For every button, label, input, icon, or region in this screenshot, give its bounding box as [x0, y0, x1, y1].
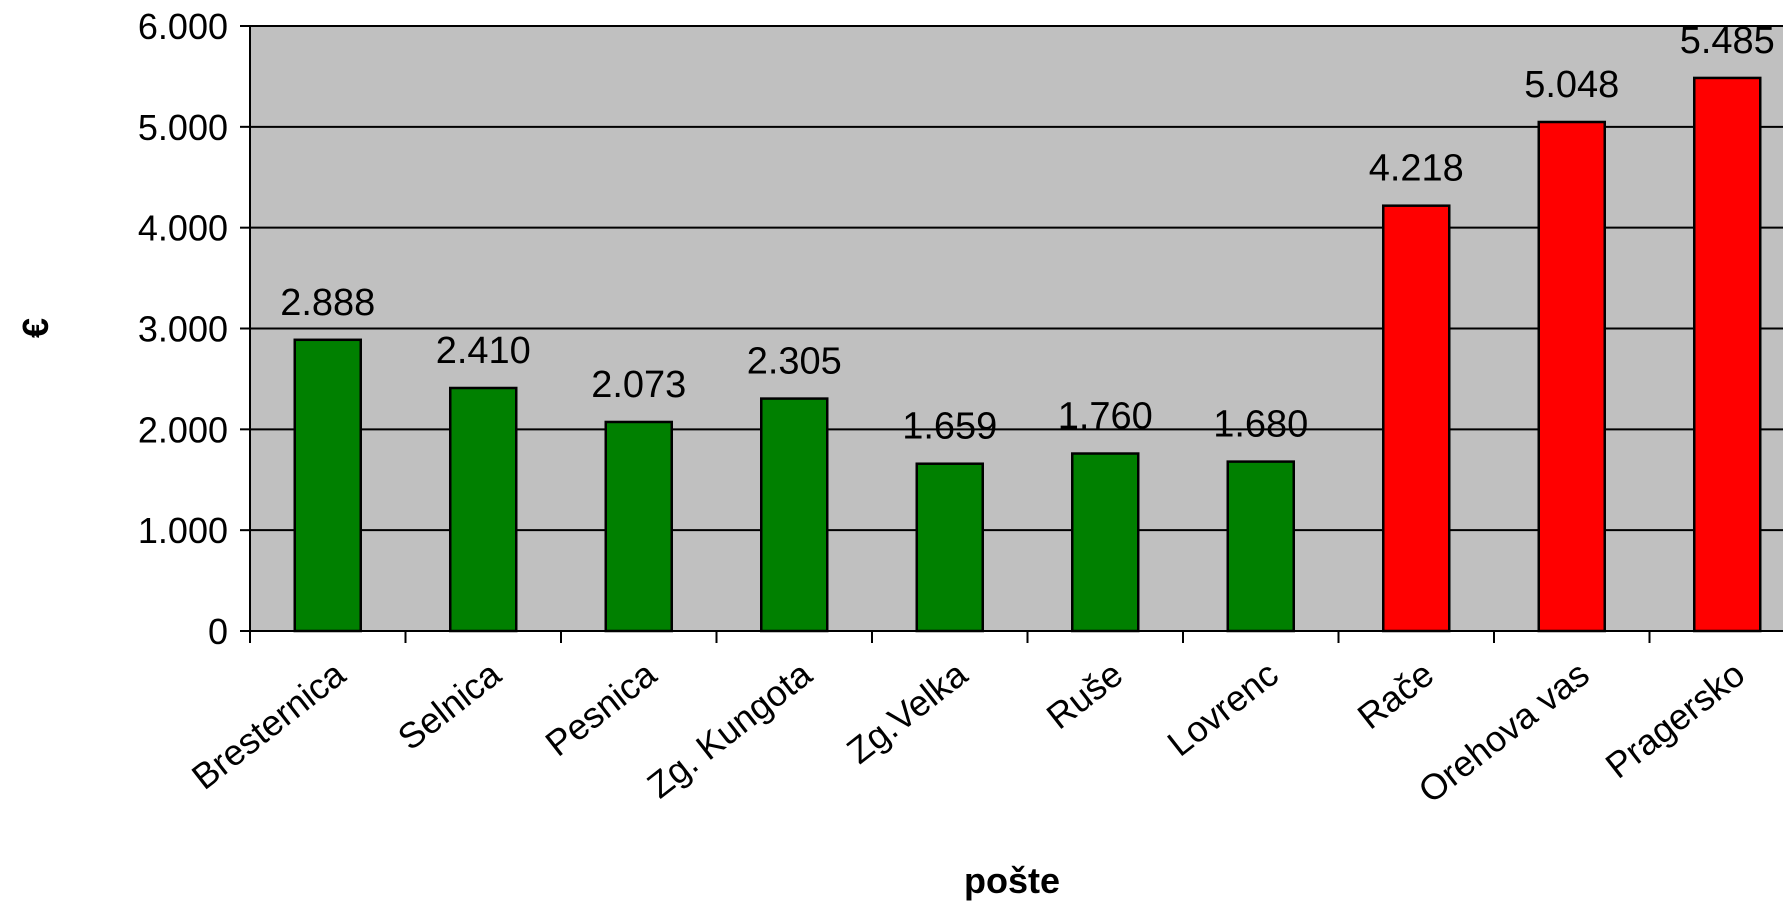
data-label: 1.680: [1213, 404, 1308, 446]
data-label: 2.073: [591, 364, 686, 406]
y-tick-label: 5.000: [138, 107, 228, 148]
category-label: Orehova vas: [1411, 653, 1597, 811]
category-label: Selnica: [390, 652, 509, 758]
x-axis-ticks: [249, 631, 1651, 643]
data-label: 5.485: [1680, 20, 1775, 62]
y-tick-label: 1.000: [138, 510, 228, 551]
bar: [1226, 460, 1295, 633]
y-tick-label: 0: [208, 611, 228, 652]
category-label: Rače: [1350, 653, 1441, 737]
bar: [1693, 76, 1762, 633]
data-label: 2.888: [280, 282, 375, 324]
data-label: 1.659: [902, 406, 997, 448]
category-label: Pesnica: [538, 652, 665, 764]
y-tick-label: 6.000: [138, 6, 228, 47]
data-label: 1.760: [1058, 396, 1153, 438]
data-labels: 2.888 2.410 2.073 2.305 1.659 1.760 1.680 4.218…: [280, 20, 1775, 448]
data-label: 4.218: [1369, 148, 1464, 190]
y-tick-label: 2.000: [138, 409, 228, 450]
category-label: Bresternica: [184, 652, 353, 797]
y-tick-label: 4.000: [138, 208, 228, 249]
bar: [1071, 452, 1140, 633]
bar: [1537, 120, 1606, 633]
bar: [915, 462, 984, 633]
bar: [449, 386, 518, 633]
category-label: Zg. Kungota: [639, 652, 820, 806]
bar: [604, 420, 673, 633]
data-label: 5.048: [1524, 64, 1619, 106]
category-label: Pragersko: [1598, 653, 1753, 786]
bar: [293, 338, 362, 633]
y-axis-ticks: 0 1.000 2.000 3.000 4.000 5.000 6.000: [138, 6, 250, 652]
x-axis-title: pošte: [964, 860, 1060, 901]
data-label: 2.410: [436, 330, 531, 372]
data-label: 2.305: [747, 341, 842, 383]
y-tick-label: 3.000: [138, 309, 228, 350]
bar: [1382, 204, 1451, 633]
bar: [760, 397, 829, 633]
category-label: Zg.Velka: [839, 652, 975, 771]
category-label: Ruše: [1039, 653, 1130, 737]
y-axis-title: €: [15, 318, 56, 338]
category-label: Lovrenc: [1160, 653, 1286, 764]
bars: [293, 76, 1762, 633]
